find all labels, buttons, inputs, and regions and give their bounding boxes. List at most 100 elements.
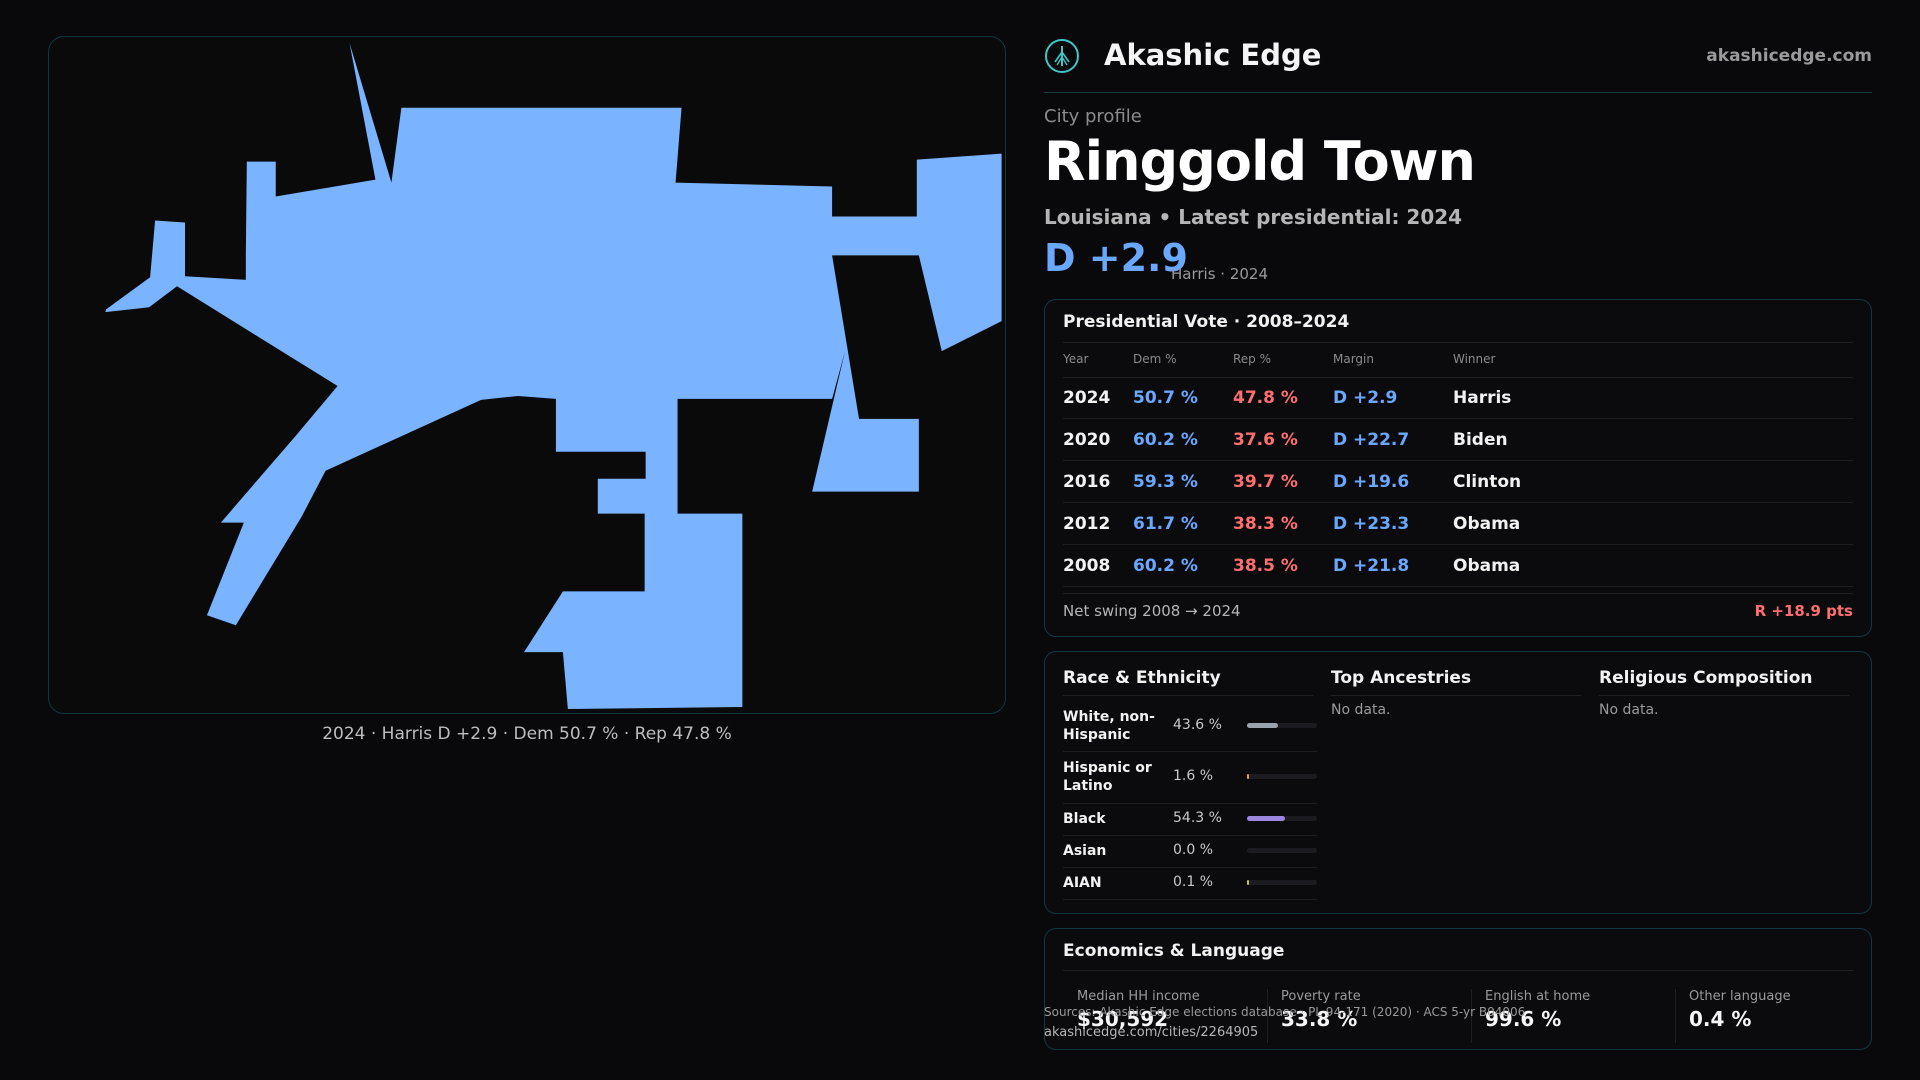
- religion-title-rule: [1599, 695, 1849, 696]
- map-caption: 2024 · Harris D +2.9 · Dem 50.7 % · Rep …: [322, 724, 732, 744]
- race-label: AIAN: [1063, 875, 1102, 891]
- religious-composition-title: Religious Composition: [1599, 668, 1813, 688]
- row-year: 2020: [1063, 430, 1111, 450]
- table-row: 2024 50.7 % 47.8 % D +2.9 Harris: [1063, 377, 1853, 419]
- race-label: White, non-Hispanic: [1063, 709, 1155, 743]
- stat-value: $30,592: [1077, 1007, 1169, 1031]
- row-margin: D +19.6: [1333, 472, 1410, 492]
- religion-no-data: No data.: [1599, 702, 1659, 718]
- table-row: 2012 61.7 % 38.3 % D +23.3 Obama: [1063, 503, 1853, 545]
- latest-margin: D +2.9: [1044, 236, 1188, 280]
- row-winner: Clinton: [1453, 472, 1522, 492]
- tree-logo-icon: [1045, 39, 1079, 73]
- column-header-year: Year: [1063, 352, 1089, 366]
- race-row: AIAN 0.1 %: [1063, 867, 1317, 900]
- race-row: Asian 0.0 %: [1063, 835, 1317, 868]
- row-dem-pct: 59.3 %: [1133, 472, 1198, 492]
- row-year: 2008: [1063, 556, 1111, 576]
- race-bar-track: [1247, 774, 1317, 779]
- stat-english-at-home: English at home 99.6 %: [1471, 989, 1661, 1043]
- economics-title: Economics & Language: [1063, 941, 1285, 961]
- column-header-margin: Margin: [1333, 352, 1374, 366]
- city-boundary-svg: [105, 42, 1002, 710]
- footer-url-link[interactable]: akashicedge.com/cities/2264905: [1044, 1025, 1259, 1040]
- race-bar-fill: [1247, 816, 1285, 821]
- race-row: Black 54.3 %: [1063, 803, 1317, 836]
- race-ethnicity-title: Race & Ethnicity: [1063, 668, 1221, 688]
- race-bar-fill: [1247, 880, 1249, 885]
- table-row: 2020 60.2 % 37.6 % D +22.7 Biden: [1063, 419, 1853, 461]
- stat-label: Poverty rate: [1281, 989, 1361, 1004]
- city-boundary-map: [48, 36, 1006, 714]
- race-label: Hispanic or Latino: [1063, 760, 1152, 794]
- city-boundary-shape: [105, 42, 1002, 710]
- stat-divider: [1267, 989, 1268, 1043]
- race-row: Hispanic or Latino 1.6 %: [1063, 751, 1317, 804]
- ancestry-no-data: No data.: [1331, 702, 1391, 718]
- swing-divider: [1063, 593, 1853, 594]
- race-bar-fill: [1247, 774, 1249, 779]
- row-dem-pct: 60.2 %: [1133, 556, 1198, 576]
- row-winner: Obama: [1453, 556, 1521, 576]
- economics-title-rule: [1063, 970, 1853, 971]
- row-winner: Harris: [1453, 388, 1512, 408]
- race-bar-track: [1247, 816, 1317, 821]
- column-header-winner: Winner: [1453, 352, 1496, 366]
- race-title-rule: [1063, 695, 1313, 696]
- row-year: 2016: [1063, 472, 1111, 492]
- column-header-dem: Dem %: [1133, 352, 1177, 366]
- profile-subtitle: Louisiana • Latest presidential: 2024: [1044, 205, 1463, 229]
- race-bar-track: [1247, 880, 1317, 885]
- row-margin: D +22.7: [1333, 430, 1410, 450]
- ancestry-title-rule: [1331, 695, 1581, 696]
- row-dem-pct: 50.7 %: [1133, 388, 1198, 408]
- row-rep-pct: 38.5 %: [1233, 556, 1298, 576]
- stat-median-income: Median HH income $30,592: [1063, 989, 1253, 1043]
- row-year: 2024: [1063, 388, 1111, 408]
- column-header-rep: Rep %: [1233, 352, 1272, 366]
- stat-value: 0.4 %: [1689, 1007, 1752, 1031]
- race-pct: 54.3 %: [1173, 810, 1222, 826]
- stat-poverty-rate: Poverty rate 33.8 %: [1267, 989, 1457, 1043]
- page-title: Ringgold Town: [1044, 130, 1476, 193]
- stat-divider: [1675, 989, 1676, 1043]
- footer-sources: Sources: Akashic Edge elections database…: [1044, 1005, 1526, 1019]
- economics-language-card: Economics & Language Median HH income $3…: [1044, 928, 1872, 1050]
- row-dem-pct: 61.7 %: [1133, 514, 1198, 534]
- row-rep-pct: 38.3 %: [1233, 514, 1298, 534]
- row-winner: Biden: [1453, 430, 1508, 450]
- row-margin: D +2.9: [1333, 388, 1398, 408]
- stat-label: Median HH income: [1077, 989, 1200, 1004]
- row-margin: D +23.3: [1333, 514, 1410, 534]
- row-margin: D +21.8: [1333, 556, 1410, 576]
- race-pct: 0.1 %: [1173, 874, 1214, 890]
- race-label: Asian: [1063, 843, 1107, 859]
- race-pct: 0.0 %: [1173, 842, 1214, 858]
- stat-other-language: Other language 0.4 %: [1675, 989, 1865, 1043]
- stat-value: 33.8 %: [1281, 1007, 1358, 1031]
- race-pct: 43.6 %: [1173, 717, 1222, 733]
- net-swing-label: Net swing 2008 → 2024: [1063, 602, 1241, 620]
- race-bar-track: [1247, 848, 1317, 853]
- row-rep-pct: 37.6 %: [1233, 430, 1298, 450]
- race-label: Black: [1063, 811, 1106, 827]
- stat-label: English at home: [1485, 989, 1591, 1004]
- brand-name: Akashic Edge: [1104, 38, 1322, 72]
- profile-eyebrow: City profile: [1044, 106, 1142, 127]
- latest-margin-note: Harris · 2024: [1171, 265, 1269, 283]
- row-year: 2012: [1063, 514, 1111, 534]
- vote-table-header: Year Dem % Rep % Margin Winner: [1063, 342, 1853, 378]
- row-rep-pct: 39.7 %: [1233, 472, 1298, 492]
- stat-label: Other language: [1689, 989, 1791, 1004]
- presidential-vote-title: Presidential Vote · 2008–2024: [1063, 312, 1350, 332]
- demographics-card: Race & Ethnicity White, non-Hispanic 43.…: [1044, 651, 1872, 914]
- brand-url-link[interactable]: akashicedge.com: [1706, 46, 1872, 66]
- row-winner: Obama: [1453, 514, 1521, 534]
- race-bar-fill: [1247, 723, 1278, 728]
- net-swing-value: R +18.9 pts: [1754, 602, 1853, 620]
- race-row: White, non-Hispanic 43.6 %: [1063, 704, 1317, 752]
- stat-divider: [1471, 989, 1472, 1043]
- stat-value: 99.6 %: [1485, 1007, 1562, 1031]
- presidential-vote-card: Presidential Vote · 2008–2024 Year Dem %…: [1044, 299, 1872, 637]
- row-dem-pct: 60.2 %: [1133, 430, 1198, 450]
